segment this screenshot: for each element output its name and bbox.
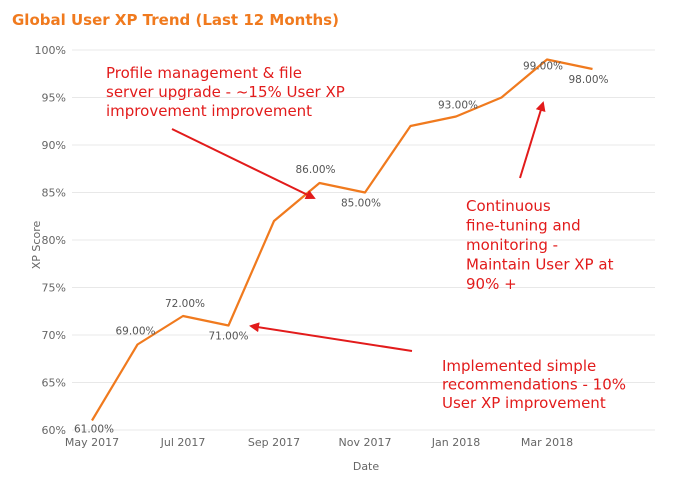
- y-tick-label: 75%: [42, 282, 66, 295]
- series-layer: [91, 58, 593, 422]
- data-label: 61.00%: [74, 424, 114, 436]
- y-tick-label: 70%: [42, 329, 66, 342]
- data-label: 98.00%: [568, 74, 608, 86]
- data-label: 99.00%: [523, 61, 563, 73]
- data-label: 85.00%: [341, 198, 381, 210]
- x-tick-label: Jan 2018: [431, 436, 480, 449]
- y-axis-label: XP Score: [30, 221, 43, 270]
- data-label: 86.00%: [295, 164, 335, 176]
- data-labels: 61.00% 69.00% 72.00% 71.00% 86.00% 85.00% 93.0…: [74, 61, 609, 436]
- y-tick-label: 85%: [42, 187, 66, 200]
- data-label: 69.00%: [115, 326, 155, 338]
- annotation-text: Implemented simple recommendations - 10% U…: [442, 357, 626, 412]
- x-tick-label: Sep 2017: [248, 436, 300, 449]
- data-label: 72.00%: [165, 298, 205, 310]
- x-tick-label: Mar 2018: [521, 436, 573, 449]
- x-tick-label: Jul 2017: [160, 436, 206, 449]
- y-tick-label: 90%: [42, 139, 66, 152]
- annotation-text: Profile management & file server upgrade …: [106, 64, 345, 120]
- annotation-arrow: [519, 101, 546, 179]
- chart-title: Global User XP Trend (Last 12 Months): [12, 11, 339, 29]
- y-tick-label: 65%: [42, 377, 66, 390]
- y-tick-label: 60%: [42, 424, 66, 437]
- y-tick-label: 100%: [35, 44, 66, 57]
- data-label: 93.00%: [438, 100, 478, 112]
- x-axis-label: Date: [353, 460, 380, 473]
- y-tick-label: 80%: [42, 234, 66, 247]
- annotation-arrow: [249, 322, 413, 352]
- x-tick-label: May 2017: [65, 436, 119, 449]
- series-line: [91, 58, 593, 422]
- x-tick-labels: May 2017 Jul 2017 Sep 2017 Nov 2017 Jan 2018…: [65, 436, 573, 449]
- annotations: Profile management & file server upgrade …: [106, 64, 626, 412]
- annotation-text: Continuous fine-tuning and monitoring -Mai…: [466, 197, 614, 293]
- annotation-arrow: [171, 128, 316, 200]
- y-tick-label: 95%: [42, 92, 66, 105]
- y-tick-labels: 60% 65% 70% 75% 80% 85% 90% 95% 100%: [35, 44, 66, 437]
- data-label: 71.00%: [208, 331, 248, 343]
- x-tick-label: Nov 2017: [339, 436, 392, 449]
